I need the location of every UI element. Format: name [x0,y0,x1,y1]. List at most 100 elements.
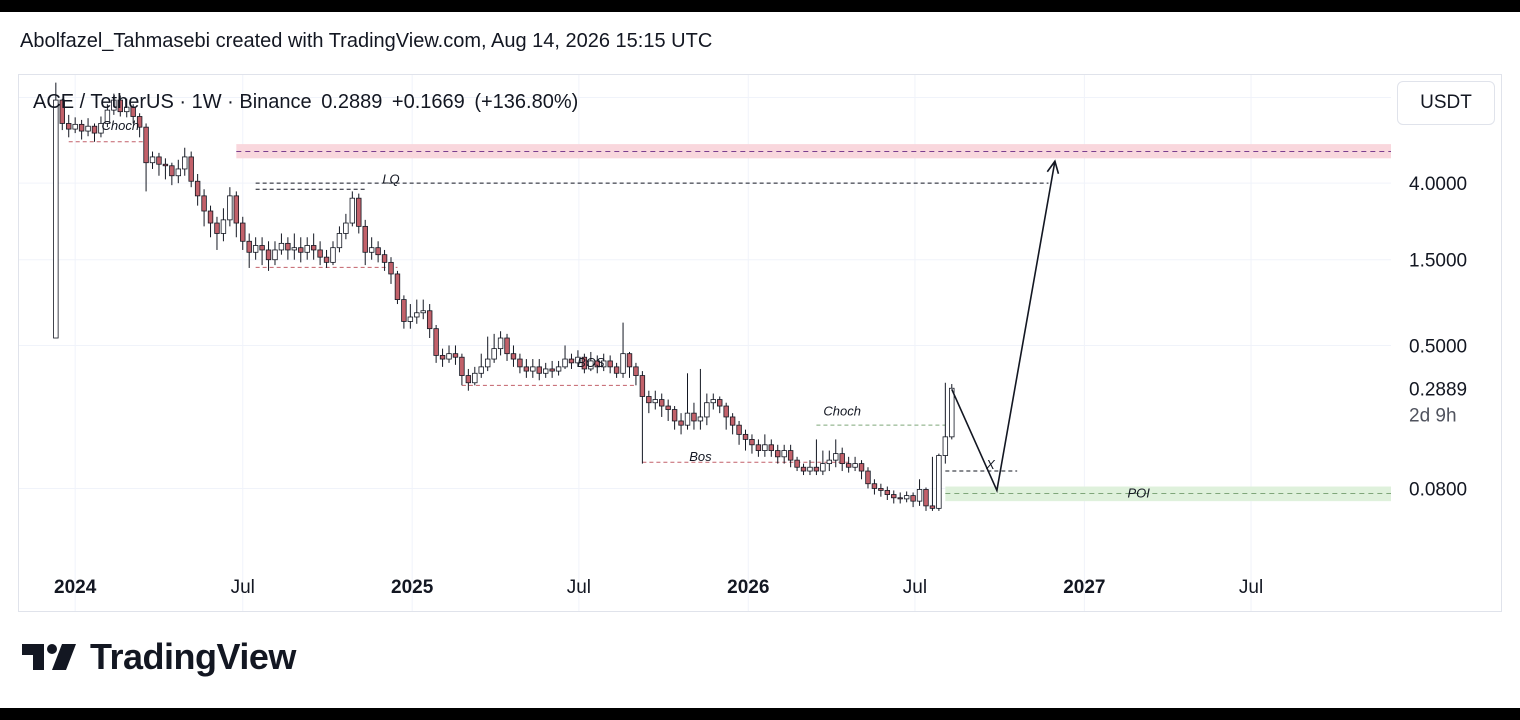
candle-up [175,168,181,177]
symbol-name[interactable]: ACE / TetherUS · 1W · Binance [33,91,312,113]
candle-up [852,463,858,468]
candle-up [278,242,285,251]
candle-down [188,156,194,182]
tradingview-logo[interactable]: TradingView [22,636,296,678]
candle-down [381,254,388,263]
candle-down [452,353,459,358]
candle-down [246,240,252,253]
candle-up [53,99,59,339]
candle-down [59,99,65,124]
candle-down [865,470,871,485]
candle-down [233,195,240,224]
x-axis-tick-label: Jul [1239,577,1263,598]
currency-button[interactable]: USDT [1397,81,1495,125]
current-price-label: 0.2889 [1409,379,1467,400]
candle-up [588,360,594,370]
candle-down [459,356,465,376]
x-axis-tick-label: 2024 [54,577,97,598]
candle-down [891,494,897,499]
candle-up [807,466,813,472]
candle-up [291,247,298,251]
candle-up [472,372,478,384]
projection-path [951,161,1056,494]
candle-down [323,256,330,263]
y-axis-tick-label: 0.0800 [1409,479,1467,500]
candle-down [426,310,433,330]
candle-down [749,439,755,446]
candle-down [755,444,762,451]
candle-up [936,455,942,509]
candle-down [613,366,620,374]
candle-down [156,156,162,165]
x-axis-tick-label: Jul [903,577,927,598]
symbol-legend: ACE / TetherUS · 1W · Binance 0.2889 +0.… [33,91,582,114]
candle-down [910,495,916,502]
candle-up [111,99,117,111]
bar-countdown-label: 2d 9h [1409,405,1457,426]
candle-down [465,375,472,384]
candle-down [117,99,123,113]
candle-down [401,299,407,322]
candle-down [285,242,291,251]
candle-down [549,368,555,372]
candle-up [710,399,716,404]
annotation-label: Bos [689,449,712,464]
candle-down [439,355,446,360]
axis-layer: 2024Jul2025Jul2026Jul2027Jul12.00004.000… [54,88,1478,598]
candle-down [91,125,98,134]
candle-down [923,489,929,507]
x-axis-tick-label: Jul [231,577,255,598]
candle-down [201,195,207,212]
candle-down [265,249,272,261]
chart-panel[interactable]: LQ POI Choch Bos Choch BOS X 2024 Jul 2025 Jul 202… [18,74,1502,612]
candle-down [897,497,903,500]
candle-down [130,106,136,117]
candle-down [659,399,665,407]
candle-up [704,402,710,418]
candle-down [736,424,742,435]
annotation-label: X [985,457,996,472]
annotation-layer: LQ POI Choch Bos Choch BOS X [101,118,1150,500]
y-axis-tick-label: 1.5000 [1409,251,1467,272]
candle-down [787,450,794,461]
brand-name: TradingView [90,636,296,677]
candle-down [839,453,845,465]
candle-up [833,453,839,461]
point-of-interest-zone [945,486,1391,502]
candle-up [497,337,504,350]
candle-down [433,328,439,356]
candle-down [858,463,865,472]
candle-up [903,495,910,500]
y-axis-tick-label: 4.0000 [1409,174,1467,195]
candle-down [607,360,613,368]
candle-up [697,416,704,422]
candle-down [742,433,749,440]
candle-up [826,459,833,465]
liquidity-zone-label: LQ [382,171,399,186]
candle-down [523,366,530,372]
candle-up [182,156,188,170]
candle-down [375,247,381,256]
candle-down [871,483,878,489]
candle-up [220,219,227,234]
candle-down [845,463,852,468]
candle-down [214,222,220,234]
candle-up [272,249,278,261]
annotation-label: BOS [577,355,605,370]
candle-down [639,375,646,397]
candle-down [298,247,304,253]
candle-up [343,222,349,234]
candle-up [484,358,491,368]
candle-down [691,412,697,422]
candle-up [330,247,336,263]
candle-up [762,444,768,451]
candle-down [510,353,517,360]
candle-up [820,463,826,472]
candle-up [407,316,414,322]
candles-layer [53,82,955,511]
grid-layer [19,75,1391,611]
chart-canvas[interactable]: LQ POI Choch Bos Choch BOS X 2024 Jul 2025 Jul 202… [19,75,1501,611]
candle-down [626,353,633,368]
candle-down [362,225,368,253]
candle-down [794,459,800,468]
